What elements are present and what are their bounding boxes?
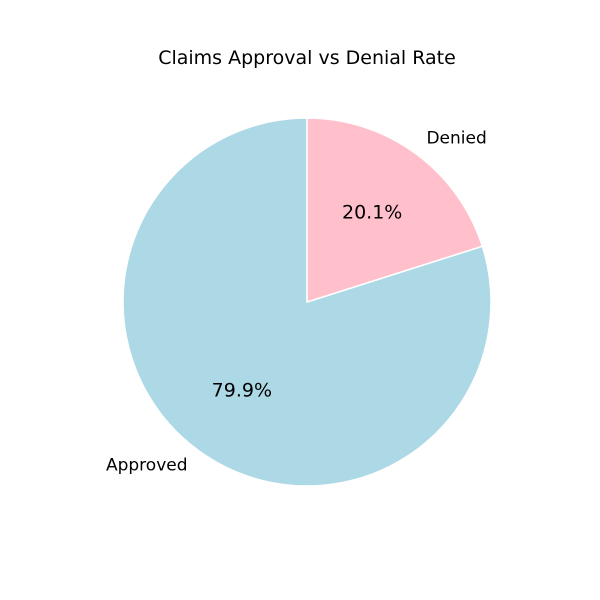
pie-slice-approved xyxy=(122,117,492,487)
pie-slice-denied xyxy=(306,117,484,303)
percent-label-approved: 79.9% xyxy=(212,380,272,402)
pie-slices xyxy=(122,117,492,487)
percent-label-denied: 20.1% xyxy=(342,201,402,223)
slice-label-denied: Denied xyxy=(426,129,486,149)
chart-title: Claims Approval vs Denial Rate xyxy=(158,47,456,69)
slice-label-approved: Approved xyxy=(106,455,188,475)
pie-labels: Approved 79.9% Denied 20.1% xyxy=(106,129,487,476)
